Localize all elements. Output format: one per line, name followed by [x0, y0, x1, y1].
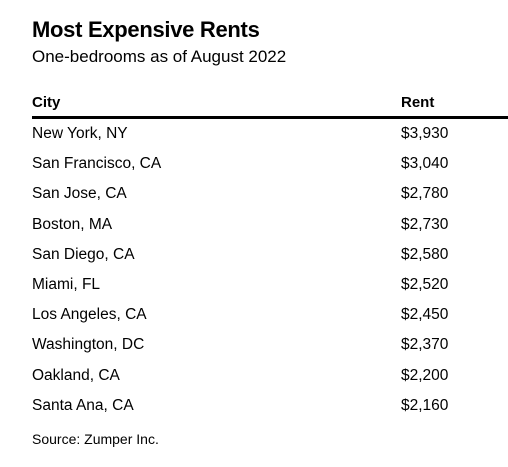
rent-cell: $2,450 — [401, 306, 449, 324]
table-header: City Rent — [32, 88, 508, 119]
city-cell: Los Angeles, CA — [32, 306, 147, 324]
column-header-city: City — [32, 94, 61, 111]
city-cell: San Jose, CA — [32, 185, 127, 203]
city-cell: Oakland, CA — [32, 366, 120, 384]
table-row: Los Angeles, CA $2,450 — [32, 300, 508, 330]
table-row: San Jose, CA $2,780 — [32, 179, 508, 209]
source-note: Source: Zumper Inc. — [32, 431, 159, 447]
city-cell: Santa Ana, CA — [32, 396, 134, 414]
table-row: New York, NY $3,930 — [32, 119, 508, 149]
rent-cell: $2,730 — [401, 215, 449, 233]
table-row: San Francisco, CA $3,040 — [32, 149, 508, 179]
table-row: Miami, FL $2,520 — [32, 270, 508, 300]
city-cell: San Diego, CA — [32, 245, 135, 263]
table-row: Washington, DC $2,370 — [32, 330, 508, 360]
chart-subtitle: One-bedrooms as of August 2022 — [32, 47, 287, 66]
city-cell: New York, NY — [32, 125, 128, 142]
city-cell: San Francisco, CA — [32, 155, 162, 173]
city-cell: Miami, FL — [32, 275, 101, 293]
rent-cell: $2,200 — [401, 366, 449, 384]
column-header-rent: Rent — [401, 94, 435, 111]
rent-cell: $2,370 — [401, 336, 449, 354]
rent-cell: $2,580 — [401, 245, 449, 263]
chart-title: Most Expensive Rents — [32, 17, 260, 42]
table-body: New York, NY $3,930 San Francisco, CA $3,04… — [32, 119, 508, 421]
table-row: San Diego, CA $2,580 — [32, 240, 508, 270]
rent-cell: $2,160 — [401, 396, 449, 414]
city-cell: Boston, MA — [32, 215, 113, 233]
rent-cell: $3,930 — [401, 125, 449, 142]
rent-cell: $3,040 — [401, 155, 449, 173]
rent-cell: $2,780 — [401, 185, 449, 203]
rent-cell: $2,520 — [401, 275, 449, 293]
rent-table: City Rent New York, NY $3,930 San Francisc… — [32, 88, 508, 421]
table-row: Santa Ana, CA $2,160 — [32, 391, 508, 421]
table-row: Oakland, CA $2,200 — [32, 361, 508, 391]
table-row: Boston, MA $2,730 — [32, 210, 508, 240]
city-cell: Washington, DC — [32, 336, 145, 354]
